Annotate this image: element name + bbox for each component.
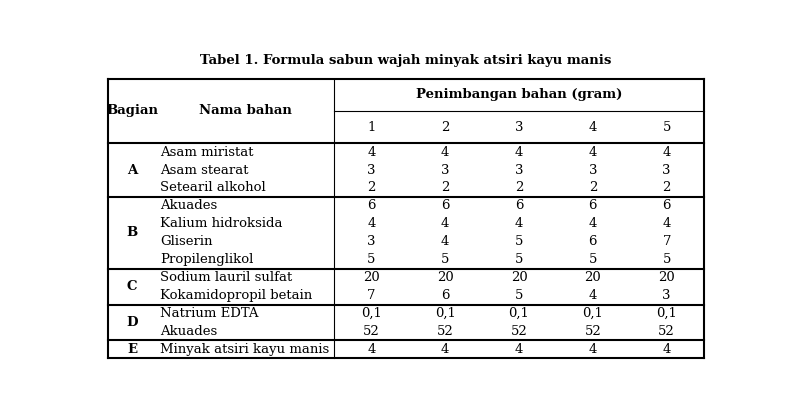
Text: 0,1: 0,1 [435, 307, 455, 320]
Text: 2: 2 [515, 182, 524, 195]
Text: 3: 3 [367, 164, 375, 177]
Text: 52: 52 [658, 325, 675, 338]
Text: 4: 4 [441, 235, 449, 248]
Text: Akuades: Akuades [160, 200, 217, 213]
Text: 0,1: 0,1 [361, 307, 382, 320]
Text: 3: 3 [662, 164, 671, 177]
Text: 2: 2 [441, 120, 449, 133]
Text: 52: 52 [584, 325, 601, 338]
Text: 20: 20 [511, 271, 527, 284]
Text: 52: 52 [511, 325, 527, 338]
Text: 3: 3 [588, 164, 597, 177]
Text: Tabel 1. Formula sabun wajah minyak atsiri kayu manis: Tabel 1. Formula sabun wajah minyak atsi… [200, 54, 611, 67]
Text: 5: 5 [662, 253, 671, 266]
Text: 7: 7 [367, 289, 375, 302]
Text: 6: 6 [588, 235, 597, 248]
Text: 3: 3 [367, 235, 375, 248]
Text: 4: 4 [588, 146, 597, 159]
Text: 4: 4 [515, 146, 524, 159]
Text: 20: 20 [363, 271, 379, 284]
Text: 0,1: 0,1 [508, 307, 530, 320]
Text: 52: 52 [363, 325, 379, 338]
Text: 2: 2 [588, 182, 597, 195]
Text: Bagian: Bagian [106, 104, 158, 118]
Text: 4: 4 [515, 343, 524, 356]
Text: Akuades: Akuades [160, 325, 217, 338]
Text: 5: 5 [441, 253, 449, 266]
Text: 4: 4 [367, 217, 375, 231]
Text: 4: 4 [588, 343, 597, 356]
Text: 6: 6 [441, 200, 449, 213]
Text: B: B [127, 226, 138, 239]
Text: 5: 5 [515, 289, 524, 302]
Text: Asam stearat: Asam stearat [160, 164, 249, 177]
Text: 0,1: 0,1 [657, 307, 677, 320]
Text: 4: 4 [367, 146, 375, 159]
Text: 4: 4 [515, 217, 524, 231]
Text: 5: 5 [367, 253, 375, 266]
Text: 6: 6 [441, 289, 449, 302]
Text: 4: 4 [441, 146, 449, 159]
Text: 4: 4 [662, 343, 671, 356]
Text: 2: 2 [367, 182, 375, 195]
Text: Minyak atsiri kayu manis: Minyak atsiri kayu manis [160, 343, 329, 356]
Text: Natrium EDTA: Natrium EDTA [160, 307, 259, 320]
Text: 4: 4 [441, 343, 449, 356]
Text: Setearil alkohol: Setearil alkohol [160, 182, 266, 195]
Text: 4: 4 [662, 146, 671, 159]
Text: 6: 6 [367, 200, 375, 213]
Text: 4: 4 [588, 289, 597, 302]
Text: 5: 5 [662, 120, 671, 133]
Text: 4: 4 [588, 120, 597, 133]
Text: 6: 6 [662, 200, 671, 213]
Text: 20: 20 [658, 271, 675, 284]
Text: 4: 4 [662, 217, 671, 231]
Text: 5: 5 [515, 253, 524, 266]
Text: Kokamidopropil betain: Kokamidopropil betain [160, 289, 312, 302]
Text: 6: 6 [588, 200, 597, 213]
Text: Asam miristat: Asam miristat [160, 146, 253, 159]
Text: 6: 6 [515, 200, 524, 213]
Text: 3: 3 [662, 289, 671, 302]
Text: 3: 3 [515, 120, 524, 133]
Text: 4: 4 [588, 217, 597, 231]
Text: Propilenglikol: Propilenglikol [160, 253, 253, 266]
Text: 2: 2 [441, 182, 449, 195]
Text: 20: 20 [437, 271, 454, 284]
Text: 3: 3 [515, 164, 524, 177]
Text: A: A [127, 164, 137, 177]
Text: Kalium hidroksida: Kalium hidroksida [160, 217, 283, 231]
Text: D: D [126, 316, 138, 329]
Text: 5: 5 [588, 253, 597, 266]
Text: 5: 5 [515, 235, 524, 248]
Text: 0,1: 0,1 [582, 307, 604, 320]
Text: C: C [127, 280, 137, 293]
Text: Penimbangan bahan (gram): Penimbangan bahan (gram) [416, 89, 623, 101]
Text: 4: 4 [441, 217, 449, 231]
Text: 3: 3 [441, 164, 449, 177]
Text: 7: 7 [662, 235, 671, 248]
Text: 20: 20 [584, 271, 601, 284]
Text: E: E [127, 343, 137, 356]
Text: Nama bahan: Nama bahan [199, 104, 291, 118]
Text: Sodium lauril sulfat: Sodium lauril sulfat [160, 271, 292, 284]
Text: Gliserin: Gliserin [160, 235, 212, 248]
Text: 2: 2 [662, 182, 671, 195]
Text: 4: 4 [367, 343, 375, 356]
Text: 1: 1 [367, 120, 375, 133]
Text: 52: 52 [437, 325, 454, 338]
